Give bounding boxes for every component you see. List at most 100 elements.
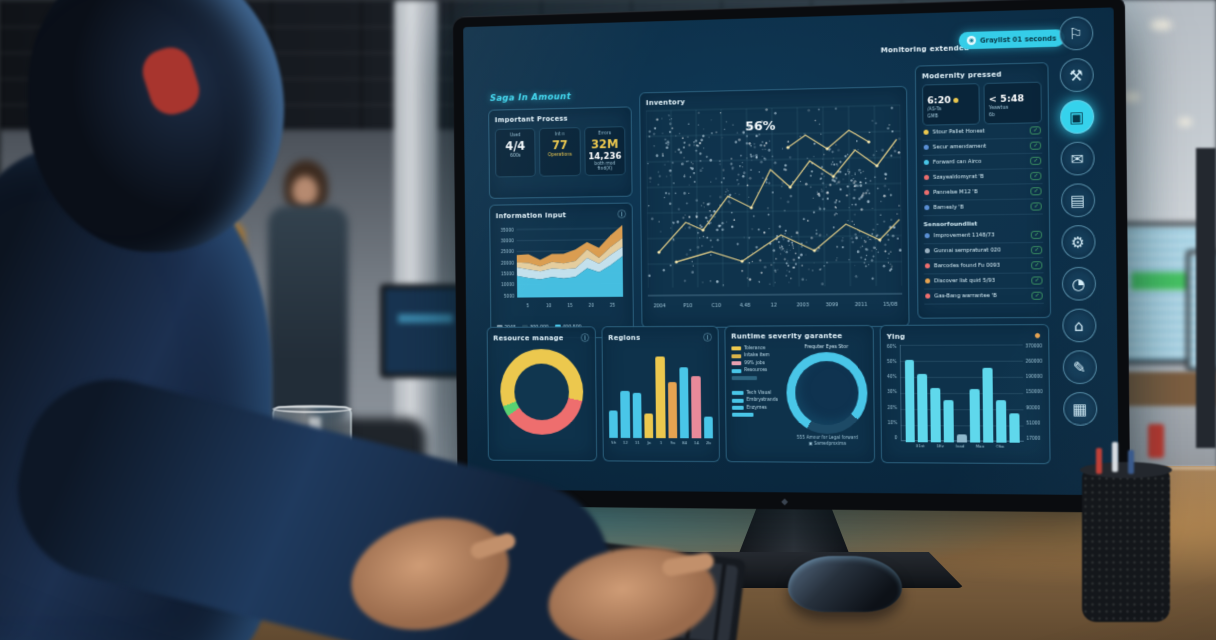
kpi-sub: Operations xyxy=(548,152,572,159)
list-item[interactable]: Pannelse M12 'B ✓ xyxy=(923,183,1043,201)
item-label: Forward can Airco xyxy=(932,158,982,166)
x-tick-label: 31st xyxy=(915,443,925,449)
x-tick-label: Max xyxy=(975,443,985,449)
wrench-icon[interactable]: ⚒ xyxy=(1059,57,1094,93)
ceiling-light xyxy=(1150,20,1172,30)
bar-chart xyxy=(608,347,713,439)
monitor-brand-logo: ◆ xyxy=(781,497,789,508)
item-label: Improvement 1148/73 xyxy=(933,232,995,239)
bar-chart xyxy=(904,347,1020,443)
item-dot-icon xyxy=(924,233,930,239)
y-tick-label: 370000 xyxy=(1025,344,1043,350)
ok-status-icon[interactable]: ✓ xyxy=(1030,186,1042,196)
list-item[interactable]: Gunnai sempraturat 020 ✓ xyxy=(923,242,1044,260)
svg-text:15: 15 xyxy=(567,303,573,309)
ok-status-icon[interactable]: ✓ xyxy=(1031,260,1043,270)
graylist-button-label: Graylist 01 seconds xyxy=(979,34,1057,45)
alert-dot-icon[interactable]: ● xyxy=(1034,331,1041,340)
info-icon[interactable]: i xyxy=(580,333,590,343)
list-item[interactable]: Gas-Bang warrantee 'B ✓ xyxy=(924,288,1044,305)
summary-panel: Important Process Used 4/4 600s Int n 77 Oper… xyxy=(488,106,633,199)
legend-swatch xyxy=(731,398,744,403)
monitor-icon[interactable]: ▣ xyxy=(1059,99,1094,135)
home-icon[interactable]: ⌂ xyxy=(1061,308,1097,343)
item-label: Discover list quid 5/93 xyxy=(934,277,996,285)
list-item[interactable]: Improvement 1148/73 ✓ xyxy=(923,227,1044,245)
bars2-ylabels-left: 60% 50% 40% 30% 20% 10% 0 xyxy=(887,345,898,441)
legend-label: Intake item xyxy=(744,353,770,359)
pen xyxy=(1128,450,1134,474)
gauge-legend: Tolerance Intake item 99% jobs Resources Te… xyxy=(731,343,781,448)
bars2-title: Ying xyxy=(886,332,906,341)
svg-text:10000: 10000 xyxy=(501,282,514,288)
y-tick-label: 30% xyxy=(887,390,897,396)
list-item[interactable]: Barnesly 'B ✓ xyxy=(923,199,1043,216)
kpi-value-2: 14,236 xyxy=(588,151,622,163)
x-tick-label: 84 xyxy=(682,440,688,446)
x-tick-label: 2b xyxy=(705,440,712,446)
ok-status-icon[interactable]: ✓ xyxy=(1031,230,1043,239)
kpi-sub: both mod find(X) xyxy=(594,161,616,172)
red-desk-object xyxy=(1148,424,1164,458)
item-dot-icon xyxy=(925,293,931,299)
info-icon[interactable]: i xyxy=(703,332,712,342)
gear-icon[interactable]: ⚙ xyxy=(1060,225,1096,259)
mail-icon[interactable]: ✉ xyxy=(1059,141,1095,176)
ok-status-icon[interactable]: ✓ xyxy=(1031,245,1043,254)
y-tick-label: 150000 xyxy=(1025,390,1043,396)
list-icon[interactable]: ▤ xyxy=(1060,183,1095,218)
background-person-face xyxy=(292,176,318,206)
edit-icon[interactable]: ✎ xyxy=(1062,350,1097,384)
bar xyxy=(904,360,916,443)
kpi-value: 77 xyxy=(551,138,568,153)
list-item[interactable]: Barcodes found Fu 0093 ✓ xyxy=(923,257,1044,275)
area-chart-panel: Information Input i 35000 30000 25000 20000… xyxy=(489,202,634,339)
bars2-plot xyxy=(899,344,1024,443)
ok-status-icon[interactable]: ✓ xyxy=(1030,156,1042,165)
right-list-panel: Modernity pressed 6:20/AS-Ta GMB < 5:48 Yea… xyxy=(914,62,1052,319)
item-dot-icon xyxy=(924,248,930,254)
x-tick-label: Ja xyxy=(647,440,651,445)
right-panel-title: Modernity pressed xyxy=(921,70,1002,81)
legend-swatch xyxy=(731,353,742,358)
x-tick-label: 9a xyxy=(670,440,676,446)
dashboard-screen: Monitoring extended ◉ Graylist 01 second… xyxy=(463,7,1119,496)
bar xyxy=(691,376,701,439)
ok-status-icon[interactable]: ✓ xyxy=(1030,126,1041,135)
bar xyxy=(930,387,942,443)
ok-status-icon[interactable]: ✓ xyxy=(1031,276,1043,285)
flag-icon[interactable]: ⚐ xyxy=(1058,16,1093,51)
clock-icon[interactable]: ◔ xyxy=(1061,266,1096,301)
ok-status-icon[interactable]: ✓ xyxy=(1031,291,1043,300)
y-tick-label: 20% xyxy=(887,405,898,411)
gauge-ring xyxy=(786,351,868,435)
alert-list: Stour Pallet Honest ✓ Secur amendament ✓ For… xyxy=(922,122,1043,216)
monitoring-label: Monitoring extended xyxy=(880,44,970,55)
bar xyxy=(956,434,968,443)
background-person-body xyxy=(268,206,348,426)
gauge-label: Frequter Eyes Stor xyxy=(804,345,849,351)
kpi-value: 32M xyxy=(591,137,619,152)
info-icon[interactable]: i xyxy=(617,209,627,219)
legend-swatch xyxy=(731,368,742,373)
gauge-legend-row: 99% jobs xyxy=(731,361,781,366)
list-item[interactable]: Discover list quid 5/93 ✓ xyxy=(924,273,1044,290)
donut-chart xyxy=(499,348,584,435)
grid-icon[interactable]: ▦ xyxy=(1062,392,1097,426)
graylist-button[interactable]: ◉ Graylist 01 seconds xyxy=(958,29,1065,50)
bar xyxy=(917,373,929,443)
ceiling-light xyxy=(1122,92,1140,102)
stat-value: < 5:48 xyxy=(988,93,1025,106)
ok-status-icon[interactable]: ✓ xyxy=(1030,202,1042,211)
bars2-xlabels: 31st 1Ez Ivad Max Oka xyxy=(912,443,1009,449)
item-dot-icon xyxy=(924,205,930,211)
ok-status-icon[interactable]: ✓ xyxy=(1030,141,1042,150)
x-tick-label: Oka xyxy=(995,443,1005,449)
legend-swatch xyxy=(731,361,742,366)
stat-box: < 5:48 Yeawtua 6b xyxy=(983,81,1042,125)
kpi-value: 4/4 xyxy=(505,139,526,154)
pen xyxy=(1096,448,1102,474)
kpi-sub: 600s xyxy=(510,153,521,159)
ok-status-icon[interactable]: ✓ xyxy=(1030,171,1042,180)
dashboard-title: Saga In Amount xyxy=(489,92,572,104)
